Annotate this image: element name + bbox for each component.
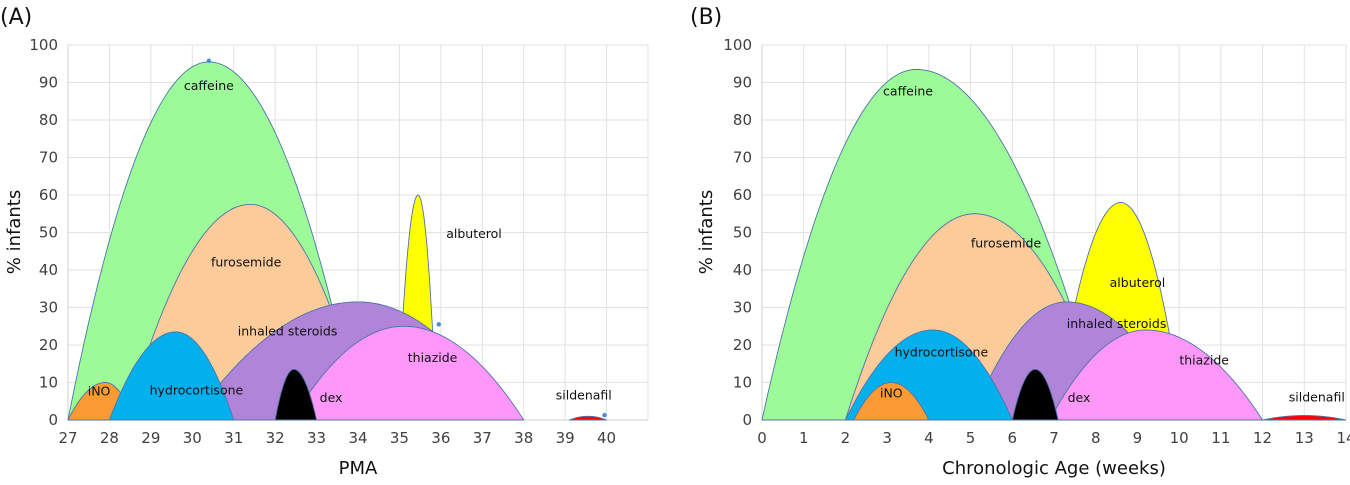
x-tick-label: 35 xyxy=(390,429,409,447)
x-tick-label: 11 xyxy=(1211,429,1230,447)
x-tick-label: 32 xyxy=(266,429,285,447)
x-tick-label: 40 xyxy=(597,429,616,447)
label-dex: dex xyxy=(320,390,343,405)
y-tick-label: 40 xyxy=(39,261,58,279)
y-tick-label: 100 xyxy=(723,36,752,54)
panel-label-b: (B) xyxy=(690,5,722,30)
x-tick-label: 31 xyxy=(224,429,243,447)
series-labels: caffeine furosemide albuterol inhaled stero… xyxy=(880,84,1345,405)
y-tick-label: 0 xyxy=(742,411,752,429)
y-tick-label: 0 xyxy=(48,411,58,429)
label-ino: iNO xyxy=(88,384,111,399)
y-tick-label: 50 xyxy=(733,224,752,242)
x-tick-label: 38 xyxy=(514,429,533,447)
x-tick-label: 6 xyxy=(1008,429,1018,447)
y-tick-label: 90 xyxy=(733,74,752,92)
label-furosemide: furosemide xyxy=(211,254,282,269)
label-ino: iNO xyxy=(880,386,903,401)
area-dex xyxy=(274,368,318,421)
label-albuterol: albuterol xyxy=(1110,275,1166,290)
label-furosemide: furosemide xyxy=(971,236,1042,251)
area-hydrocortisone xyxy=(108,331,235,421)
x-tick-label: 0 xyxy=(757,429,767,447)
x-tick-label: 36 xyxy=(431,429,450,447)
area-thiazide xyxy=(1049,329,1264,421)
x-tick-label: 7 xyxy=(1049,429,1059,447)
series-areas xyxy=(761,68,1347,421)
y-tick-label: 10 xyxy=(39,374,58,392)
area-sildenafil xyxy=(1262,415,1347,421)
y-tick-label: 100 xyxy=(29,36,58,54)
x-tick-label: 2 xyxy=(841,429,851,447)
markers xyxy=(206,58,607,418)
x-axis-title: PMA xyxy=(339,458,378,479)
data-marker xyxy=(436,322,441,327)
panel-label-a: (A) xyxy=(0,5,32,30)
y-tick-label: 30 xyxy=(39,299,58,317)
y-tick-label: 40 xyxy=(733,261,752,279)
x-tick-label: 37 xyxy=(473,429,492,447)
label-albuterol: albuterol xyxy=(446,226,502,241)
x-tick-label: 5 xyxy=(966,429,976,447)
y-tick-label: 20 xyxy=(733,336,752,354)
area-thiazide xyxy=(290,325,525,421)
label-thiazide: thiazide xyxy=(1179,353,1229,368)
x-tick-label: 9 xyxy=(1133,429,1143,447)
x-tick-label: 27 xyxy=(58,429,77,447)
label-sildenafil: sildenafil xyxy=(1289,389,1345,404)
x-tick-label: 29 xyxy=(141,429,160,447)
label-sildenafil: sildenafil xyxy=(556,387,612,402)
label-hydrocortisone: hydrocortisone xyxy=(150,383,244,398)
y-tick-label: 20 xyxy=(39,336,58,354)
x-tick-label: 13 xyxy=(1295,429,1314,447)
label-hydrocortisone: hydrocortisone xyxy=(895,344,989,359)
y-tick-label: 70 xyxy=(39,149,58,167)
y-tick-label: 50 xyxy=(39,224,58,242)
x-tick-label: 10 xyxy=(1170,429,1189,447)
data-marker xyxy=(602,412,607,418)
y-tick-label: 60 xyxy=(39,186,58,204)
label-caffeine: caffeine xyxy=(883,84,933,99)
y-tick-labels: 0 10 20 30 40 50 60 70 80 90 100 xyxy=(29,36,58,429)
x-tick-label: 33 xyxy=(307,429,326,447)
label-thiazide: thiazide xyxy=(408,350,458,365)
x-axis-title: Chronologic Age (weeks) xyxy=(942,458,1166,479)
area-sildenafil xyxy=(569,415,607,421)
label-inhaled-steroids: inhaled steroids xyxy=(238,324,338,339)
y-axis-title: % infants xyxy=(696,190,717,274)
data-marker xyxy=(206,58,212,63)
x-tick-labels: 01234567891011121314 xyxy=(757,429,1350,447)
x-tick-label: 30 xyxy=(183,429,202,447)
series-areas xyxy=(67,61,607,421)
y-axis-title: % infants xyxy=(4,190,25,274)
y-tick-label: 80 xyxy=(733,111,752,129)
y-tick-labels: 0 10 20 30 40 50 60 70 80 90 100 xyxy=(723,36,752,429)
y-tick-label: 30 xyxy=(733,299,752,317)
x-tick-label: 12 xyxy=(1253,429,1272,447)
label-inhaled-steroids: inhaled steroids xyxy=(1067,316,1167,331)
x-tick-label: 3 xyxy=(882,429,892,447)
x-tick-label: 39 xyxy=(556,429,575,447)
chart-a: (A) caffeine furosemide albuterol inhaled s… xyxy=(0,5,649,479)
x-tick-label: 4 xyxy=(924,429,934,447)
area-dex xyxy=(1011,368,1059,421)
x-tick-label: 14 xyxy=(1336,429,1350,447)
y-tick-label: 10 xyxy=(733,374,752,392)
area-ino xyxy=(853,382,930,421)
x-tick-labels: 27 28 29 30 31 32 33 34 35 36 37 38 39 40 xyxy=(58,429,616,447)
x-tick-label: 8 xyxy=(1091,429,1101,447)
label-caffeine: caffeine xyxy=(184,78,234,93)
chart-b: (B) caffeine furosemide albuterol inhaled s… xyxy=(690,5,1350,479)
series-labels: caffeine furosemide albuterol inhaled stero… xyxy=(88,78,612,405)
x-tick-label: 28 xyxy=(100,429,119,447)
y-tick-label: 90 xyxy=(39,74,58,92)
y-tick-label: 70 xyxy=(733,149,752,167)
x-tick-label: 34 xyxy=(348,429,367,447)
x-tick-label: 1 xyxy=(799,429,809,447)
y-tick-label: 60 xyxy=(733,186,752,204)
label-dex: dex xyxy=(1068,390,1091,405)
y-tick-label: 80 xyxy=(39,111,58,129)
